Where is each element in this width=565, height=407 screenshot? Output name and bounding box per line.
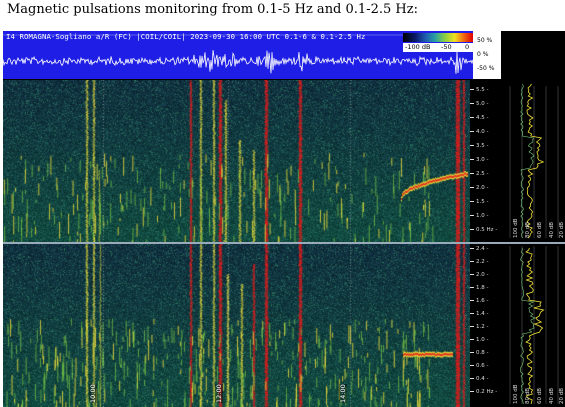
freq-tick: 2.5 - — [470, 170, 500, 178]
freq-tick: 1.2 - — [470, 323, 500, 331]
waveform-strip: I4 ROMAGNA-Sogliano a/R (FC) |COIL/COIL|… — [3, 31, 473, 79]
time-label: 10:00 — [89, 384, 97, 403]
side-label: 20 dB — [559, 387, 565, 404]
time-label: 12:00 — [215, 384, 223, 403]
freq-tick: 0.6 - — [470, 362, 500, 370]
freq-tick: 2.4 - — [470, 245, 500, 253]
colorbar-label-min: -100 dB — [405, 43, 431, 51]
spectrum-profile-upper: 100 dB 80 dB 60 dB 40 dB 20 dB — [500, 80, 565, 242]
freq-tick: 1.4 - — [470, 310, 500, 318]
waveform-trace — [3, 34, 473, 74]
freq-tick: 0.8 - — [470, 349, 500, 357]
freq-tick: 5.5 - — [470, 86, 500, 94]
spectrogram-lower — [3, 244, 470, 407]
spectrum-profile-upper-trace — [509, 83, 559, 239]
freq-tick: 5.0 - — [470, 100, 500, 108]
spectrum-profile-lower: 100 dB 80 dB 60 dB 40 dB 20 dB — [500, 244, 565, 407]
freq-tick: 2.0 - — [470, 271, 500, 279]
freq-tick: 1.5 - — [470, 198, 500, 206]
freq-tick: 0.5 Hz - — [470, 226, 500, 234]
freq-tick: 1.6 - — [470, 297, 500, 305]
side-label: 100 dB — [513, 384, 519, 404]
freq-tick: 1.0 - — [470, 336, 500, 344]
freq-tick: 1.8 - — [470, 284, 500, 292]
db-colorbar — [403, 33, 473, 42]
side-label: 80 dB — [525, 221, 531, 238]
station-info-text: I4 ROMAGNA-Sogliano a/R (FC) |COIL/COIL|… — [6, 32, 366, 41]
page-title: Magnetic pulsations monitoring from 0.1-… — [7, 2, 418, 17]
percent-label-mid: 0 % — [477, 51, 489, 58]
spectrum-profile-lower-trace — [509, 246, 559, 405]
percent-label-bottom: -50 % — [477, 65, 495, 72]
spectrogram-divider — [3, 242, 565, 244]
percent-label-top: 50 % — [477, 37, 493, 44]
magnetic-pulsation-monitor: I4 ROMAGNA-Sogliano a/R (FC) |COIL/COIL|… — [3, 31, 565, 407]
freq-axis-lower: 2.4 - 2.2 - 2.0 - 1.8 - 1.6 - 1.4 - 1.2 … — [470, 244, 500, 407]
freq-axis-upper: 5.5 - 5.0 - 4.5 - 4.0 - 3.5 - 3.0 - 2.5 … — [470, 80, 500, 242]
side-label: 60 dB — [537, 387, 543, 404]
colorbar-labels: -100 dB -50 0 — [403, 43, 473, 52]
freq-tick: 3.0 - — [470, 156, 500, 164]
freq-tick: 3.5 - — [470, 142, 500, 150]
freq-tick: 0.4 - — [470, 375, 500, 383]
colorbar-label-max: 0 — [465, 43, 470, 51]
spectrogram-upper — [3, 80, 470, 242]
side-label: 60 dB — [537, 221, 543, 238]
percent-scale: 50 % 0 % -50 % — [473, 31, 501, 79]
freq-tick: 1.0 - — [470, 212, 500, 220]
time-label: 14:00 — [339, 384, 347, 403]
side-label: 80 dB — [525, 387, 531, 404]
side-label: 40 dB — [549, 221, 555, 238]
freq-tick: 4.5 - — [470, 114, 500, 122]
freq-tick: 0.2 Hz - — [470, 388, 500, 396]
side-label: 100 dB — [513, 218, 519, 238]
freq-tick: 2.0 - — [470, 184, 500, 192]
side-label: 20 dB — [559, 221, 565, 238]
freq-tick: 4.0 - — [470, 128, 500, 136]
side-label: 40 dB — [549, 387, 555, 404]
colorbar-label-mid: -50 — [441, 43, 452, 51]
freq-tick: 2.2 - — [470, 258, 500, 266]
